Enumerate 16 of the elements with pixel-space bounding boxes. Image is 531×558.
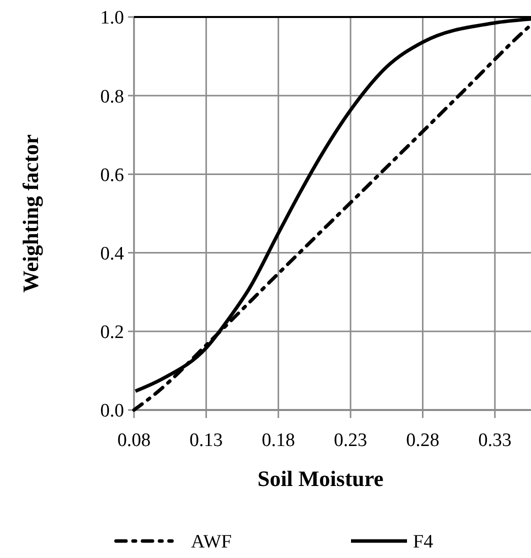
x-tick-label: 0.33	[478, 430, 512, 451]
x-tick-label: 0.08	[117, 430, 151, 451]
x-tick-label: 0.18	[262, 430, 295, 451]
legend-label: AWF	[191, 532, 232, 553]
x-axis-title: Soil Moisture	[257, 466, 384, 491]
y-tick-label: 0.6	[100, 164, 124, 186]
x-tick-label: 0.23	[334, 430, 368, 451]
y-tick-label: 0.2	[100, 322, 124, 344]
y-tick-label: 0.8	[100, 86, 124, 108]
y-axis-title: Weighting factor	[18, 134, 43, 293]
y-tick-label: 0.4	[100, 243, 124, 264]
y-tick-label: 0.0	[100, 400, 124, 422]
x-tick-label: 0.28	[406, 430, 440, 451]
legend-label: F4	[413, 532, 434, 553]
x-tick-label: 0.13	[190, 430, 223, 451]
y-tick-label: 1.0	[100, 8, 124, 29]
